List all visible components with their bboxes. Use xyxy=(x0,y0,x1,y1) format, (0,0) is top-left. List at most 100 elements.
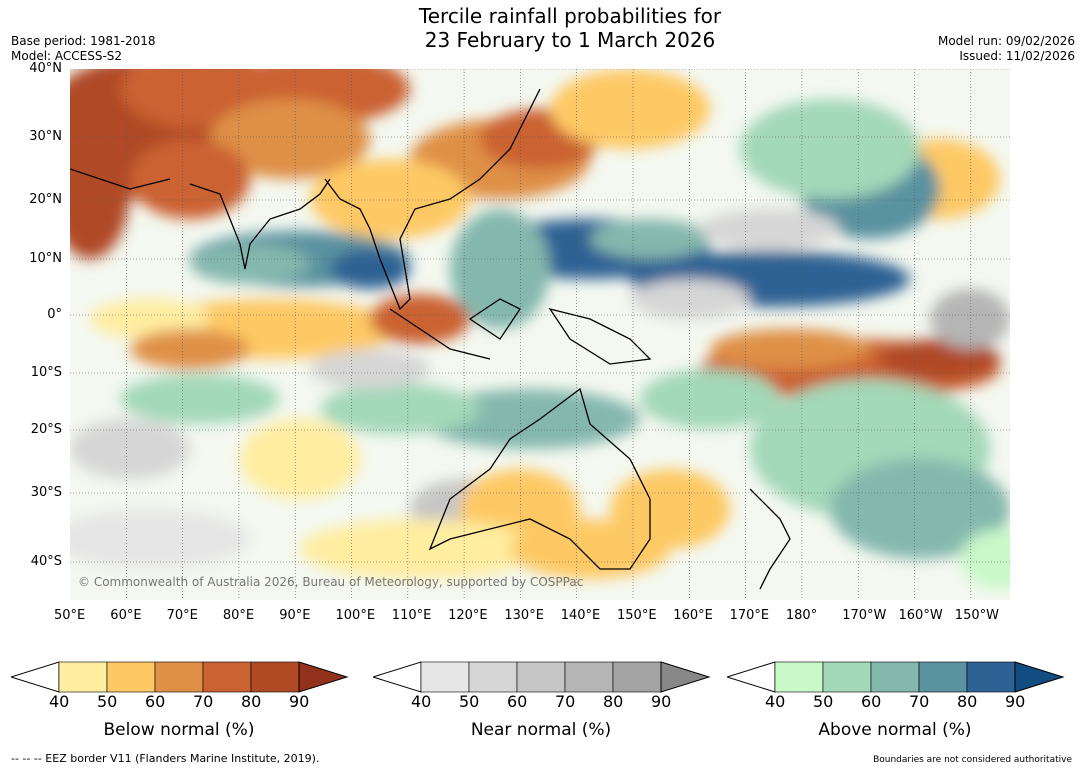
probability-region xyxy=(120,374,280,424)
probability-region xyxy=(320,384,480,434)
probability-region xyxy=(70,509,250,569)
colorbar-tick: 40 xyxy=(411,692,432,711)
colorbar-segment xyxy=(870,661,920,693)
colorbar-tick: 40 xyxy=(765,692,786,711)
coastline xyxy=(428,387,651,570)
probability-region xyxy=(740,99,920,199)
colorbar-segment xyxy=(420,661,470,693)
probability-region xyxy=(210,99,370,179)
colorbar-segment xyxy=(516,661,566,693)
lon-label: 70°E xyxy=(166,608,198,623)
eez-legend: -- -- -- EEZ border V11 (Flanders Marine… xyxy=(11,752,320,765)
colorbar-tick: 80 xyxy=(957,692,978,711)
colorbar-low-extension xyxy=(373,661,422,693)
colorbar-tick: 90 xyxy=(1005,692,1026,711)
colorbar-tick: 40 xyxy=(49,692,70,711)
lon-label: 170°E xyxy=(729,608,770,623)
colorbar-tick: 70 xyxy=(555,692,576,711)
probability-region xyxy=(830,459,1010,559)
probability-region xyxy=(930,289,1010,349)
lon-label: 130°E xyxy=(504,608,544,623)
probability-region xyxy=(550,69,710,149)
lon-label: 80°E xyxy=(222,608,255,623)
lat-label: 20°N xyxy=(29,192,62,207)
colorbar-tick: 60 xyxy=(861,692,882,711)
colorbar-segment xyxy=(564,661,614,693)
lon-label: 120°E xyxy=(448,608,488,623)
colorbar-low-extension xyxy=(11,661,60,693)
colorbar-low-extension xyxy=(727,661,776,693)
colorbar-label: Near normal (%) xyxy=(470,720,612,740)
coastline xyxy=(70,168,171,190)
issued-date: Issued: 11/02/2026 xyxy=(959,49,1075,63)
figure-title: Tercile rainfall probabilities for 23 Fe… xyxy=(0,4,1085,52)
colorbar-tick: 90 xyxy=(651,692,672,711)
probability-region xyxy=(450,209,550,329)
lon-label: 160°W xyxy=(898,608,943,623)
probability-region xyxy=(70,419,190,479)
coastline xyxy=(324,88,541,311)
colorbar-tick: 60 xyxy=(145,692,166,711)
title-line-2: 23 February to 1 March 2026 xyxy=(424,28,716,52)
lon-label: 140°E xyxy=(560,608,601,623)
probability-region xyxy=(590,219,710,259)
colorbar-tick: 90 xyxy=(289,692,310,711)
probability-region xyxy=(130,139,250,219)
lon-label: 150°W xyxy=(954,608,999,623)
model-name: Model: ACCESS-S2 xyxy=(11,49,123,63)
colorbar-segment xyxy=(58,661,108,693)
probability-region xyxy=(330,249,410,289)
coastline xyxy=(468,298,521,340)
colorbar-tick: 80 xyxy=(241,692,262,711)
lat-label: 40°N xyxy=(29,61,62,76)
colorbar-high-extension xyxy=(1014,661,1065,693)
colorbar-segment xyxy=(468,661,518,693)
title-line-1: Tercile rainfall probabilities for xyxy=(418,4,722,28)
colorbar-tick: 50 xyxy=(813,692,834,711)
probability-region xyxy=(700,209,840,249)
colorbar-tick: 50 xyxy=(459,692,480,711)
lat-label: 30°N xyxy=(29,129,62,144)
colorbar-segment xyxy=(202,661,252,693)
coastline xyxy=(389,308,491,360)
probability-region xyxy=(370,294,470,344)
probability-region xyxy=(300,519,540,579)
probability-map: © Commonwealth of Australia 2026, Bureau… xyxy=(70,69,1010,600)
colorbar-segment xyxy=(106,661,156,693)
probability-region xyxy=(510,519,670,579)
colorbar-segment xyxy=(154,661,204,693)
colorbar-label: Below normal (%) xyxy=(103,720,255,740)
colorbar-high-extension xyxy=(298,661,349,693)
colorbar-2 xyxy=(727,661,1065,693)
colorbar-1 xyxy=(373,661,711,693)
lat-label: 10°N xyxy=(29,251,62,266)
probability-region xyxy=(90,299,210,339)
colorbar-segment xyxy=(250,661,300,693)
colorbar-segment xyxy=(612,661,662,693)
coastline xyxy=(749,488,791,590)
disclaimer: Boundaries are not considered authoritat… xyxy=(873,755,1072,765)
lat-label: 0° xyxy=(47,307,62,322)
lat-label: 10°S xyxy=(30,365,62,380)
colorbar-tick: 50 xyxy=(97,692,118,711)
coastline xyxy=(189,178,331,270)
probability-region xyxy=(630,279,750,319)
colorbar-tick: 70 xyxy=(909,692,930,711)
colorbar-label: Above normal (%) xyxy=(818,720,972,740)
probability-region xyxy=(960,529,1010,589)
lon-label: 60°E xyxy=(110,608,142,623)
colorbar-high-extension xyxy=(660,661,711,693)
lon-label: 50°E xyxy=(54,608,86,623)
probability-region xyxy=(710,329,870,369)
lon-label: 110°E xyxy=(391,608,432,623)
probability-region xyxy=(310,349,430,389)
probability-region xyxy=(240,419,360,499)
colorbar-segment xyxy=(774,661,824,693)
probability-region xyxy=(130,329,250,369)
colorbar-segment xyxy=(966,661,1016,693)
lat-label: 40°S xyxy=(30,554,62,569)
model-run: Model run: 09/02/2026 xyxy=(937,34,1075,48)
lon-label: 160°E xyxy=(673,608,713,623)
probability-region xyxy=(190,244,310,284)
